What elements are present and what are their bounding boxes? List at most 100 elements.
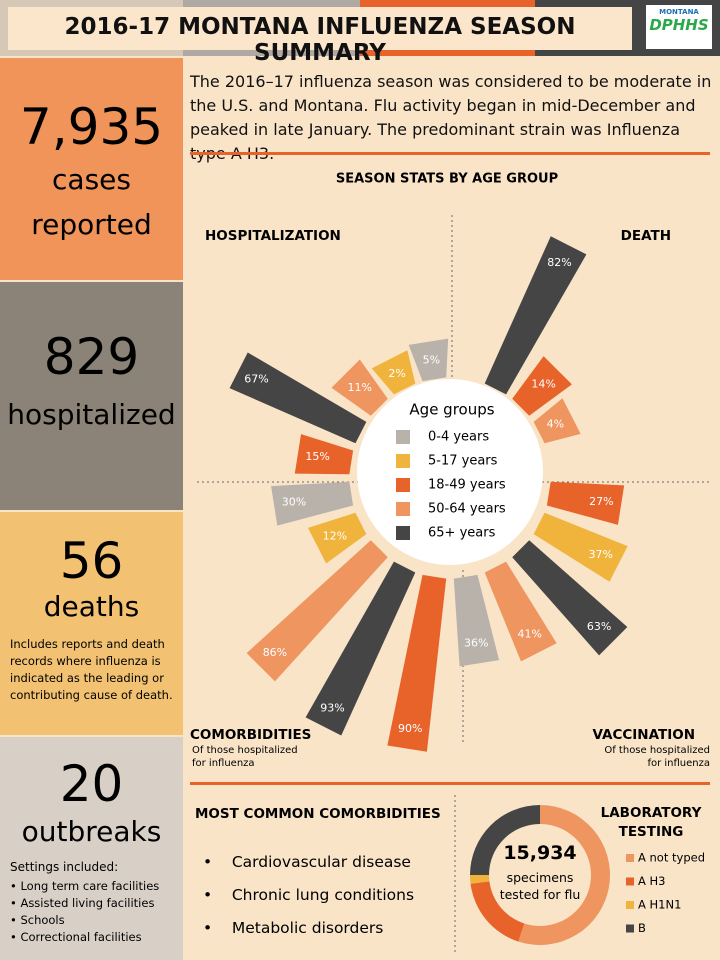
value-label: 90% xyxy=(398,722,422,735)
stat-number: 20 xyxy=(59,755,124,813)
stat-note: Settings included: xyxy=(10,860,119,874)
value-label: 15% xyxy=(305,450,329,463)
value-label: 41% xyxy=(517,627,541,640)
value-label: 82% xyxy=(547,256,571,269)
stat-label: cases xyxy=(52,163,131,196)
bar xyxy=(512,356,572,416)
list-item: • Chronic lung conditions xyxy=(203,886,415,904)
legend-label: 0-4 years xyxy=(428,430,489,445)
item-text: Metabolic disorders xyxy=(231,919,384,937)
bar xyxy=(229,352,367,444)
value-label: 30% xyxy=(282,496,306,509)
legend-label: B xyxy=(638,921,646,935)
bar xyxy=(484,561,557,662)
legend-swatch xyxy=(626,924,634,933)
bar xyxy=(271,481,354,526)
logo-top: MONTANA xyxy=(659,8,699,16)
value-label: 63% xyxy=(587,620,611,633)
legend-swatch xyxy=(396,478,410,492)
item-text: Chronic lung conditions xyxy=(231,886,415,904)
quadrant-title: HOSPITALIZATION xyxy=(205,228,341,244)
bar xyxy=(294,434,354,475)
bar xyxy=(484,236,587,395)
quadrant-subtitle: Of those hospitalized for influenza xyxy=(192,745,298,769)
legend-label: A H1N1 xyxy=(638,898,681,912)
value-label: 67% xyxy=(244,372,268,385)
donut-segment xyxy=(470,875,490,884)
donut-segment xyxy=(518,805,610,945)
value-label: 86% xyxy=(263,646,287,659)
list-item: • Assisted living facilities xyxy=(10,896,155,910)
bar xyxy=(246,540,388,682)
quadrant-title: COMORBIDITIES xyxy=(190,727,311,743)
list-item: • Cardiovascular disease xyxy=(203,853,411,871)
list-item: • Metabolic disorders xyxy=(203,919,384,937)
item-text: Long term care facilities xyxy=(20,879,160,893)
legend-swatch xyxy=(396,430,410,444)
settings-list: • Long term care facilities • Assisted l… xyxy=(10,878,159,946)
donut-segment xyxy=(470,805,540,875)
legend-swatch xyxy=(396,526,410,540)
donut-center-number: 15,934 xyxy=(503,842,577,864)
value-label: 11% xyxy=(348,381,372,394)
legend-label: 50-64 years xyxy=(428,502,506,517)
bar xyxy=(453,574,500,667)
value-label: 14% xyxy=(531,377,555,390)
donut-center-text: specimens tested for flu xyxy=(499,870,581,902)
stat-number: 7,935 xyxy=(19,98,164,156)
value-label: 5% xyxy=(423,353,440,366)
stat-number: 56 xyxy=(59,532,124,590)
logo: MONTANA DPHHS xyxy=(646,5,712,49)
quadrant-title: DEATH xyxy=(621,228,671,244)
legend-circle xyxy=(357,379,543,565)
value-label: 12% xyxy=(323,530,347,543)
comorbidity-list: • Cardiovascular disease • Chronic lung … xyxy=(203,846,414,945)
legend-label: 65+ years xyxy=(428,526,496,541)
value-label: 27% xyxy=(589,495,613,508)
legend-swatch xyxy=(626,854,634,862)
item-text: Schools xyxy=(20,913,65,927)
stat-note: Includes reports and death records where… xyxy=(10,637,173,702)
value-label: 36% xyxy=(464,637,488,650)
quadrant-subtitle: Of those hospitalized for influenza xyxy=(604,745,710,769)
legend-swatch xyxy=(396,454,410,468)
donut-title: LABORATORY TESTING xyxy=(600,805,702,840)
bar xyxy=(533,398,581,444)
intro: The 2016–17 influenza season was conside… xyxy=(190,72,712,163)
donut-segment xyxy=(470,881,525,942)
legend-swatch xyxy=(626,901,634,909)
stat-label: deaths xyxy=(43,590,140,623)
bar xyxy=(408,338,449,382)
value-label: 37% xyxy=(589,548,613,561)
panel xyxy=(0,512,183,735)
item-text: Cardiovascular disease xyxy=(231,853,411,871)
value-label: 2% xyxy=(388,367,405,380)
bar xyxy=(307,512,367,564)
panel xyxy=(0,58,183,280)
legend-swatch xyxy=(396,502,410,516)
value-label: 4% xyxy=(547,417,564,430)
list-item: • Schools xyxy=(10,913,65,927)
legend-label: A H3 xyxy=(638,874,666,888)
divider xyxy=(190,152,710,155)
logo-main: DPHHS xyxy=(649,16,709,34)
list-item: • Long term care facilities xyxy=(10,879,160,893)
legend-label: 5-17 years xyxy=(428,454,498,469)
panel xyxy=(0,737,183,960)
divider xyxy=(190,782,710,785)
item-text: Assisted living facilities xyxy=(20,896,155,910)
value-label: 93% xyxy=(320,702,344,715)
item-text: Correctional facilities xyxy=(20,930,142,944)
legend-title: Age groups xyxy=(409,401,494,419)
legend-swatch xyxy=(626,877,634,886)
list-item: • Correctional facilities xyxy=(10,930,142,944)
title: 2016-17 MONTANA INFLUENZA SEASON SUMMARY xyxy=(64,14,576,66)
bar xyxy=(331,359,388,416)
bar xyxy=(512,540,628,656)
quadrant-title: VACCINATION xyxy=(592,727,695,743)
section-title: MOST COMMON COMORBIDITIES xyxy=(195,806,441,822)
stat-label: reported xyxy=(31,208,152,241)
bar xyxy=(546,481,625,525)
